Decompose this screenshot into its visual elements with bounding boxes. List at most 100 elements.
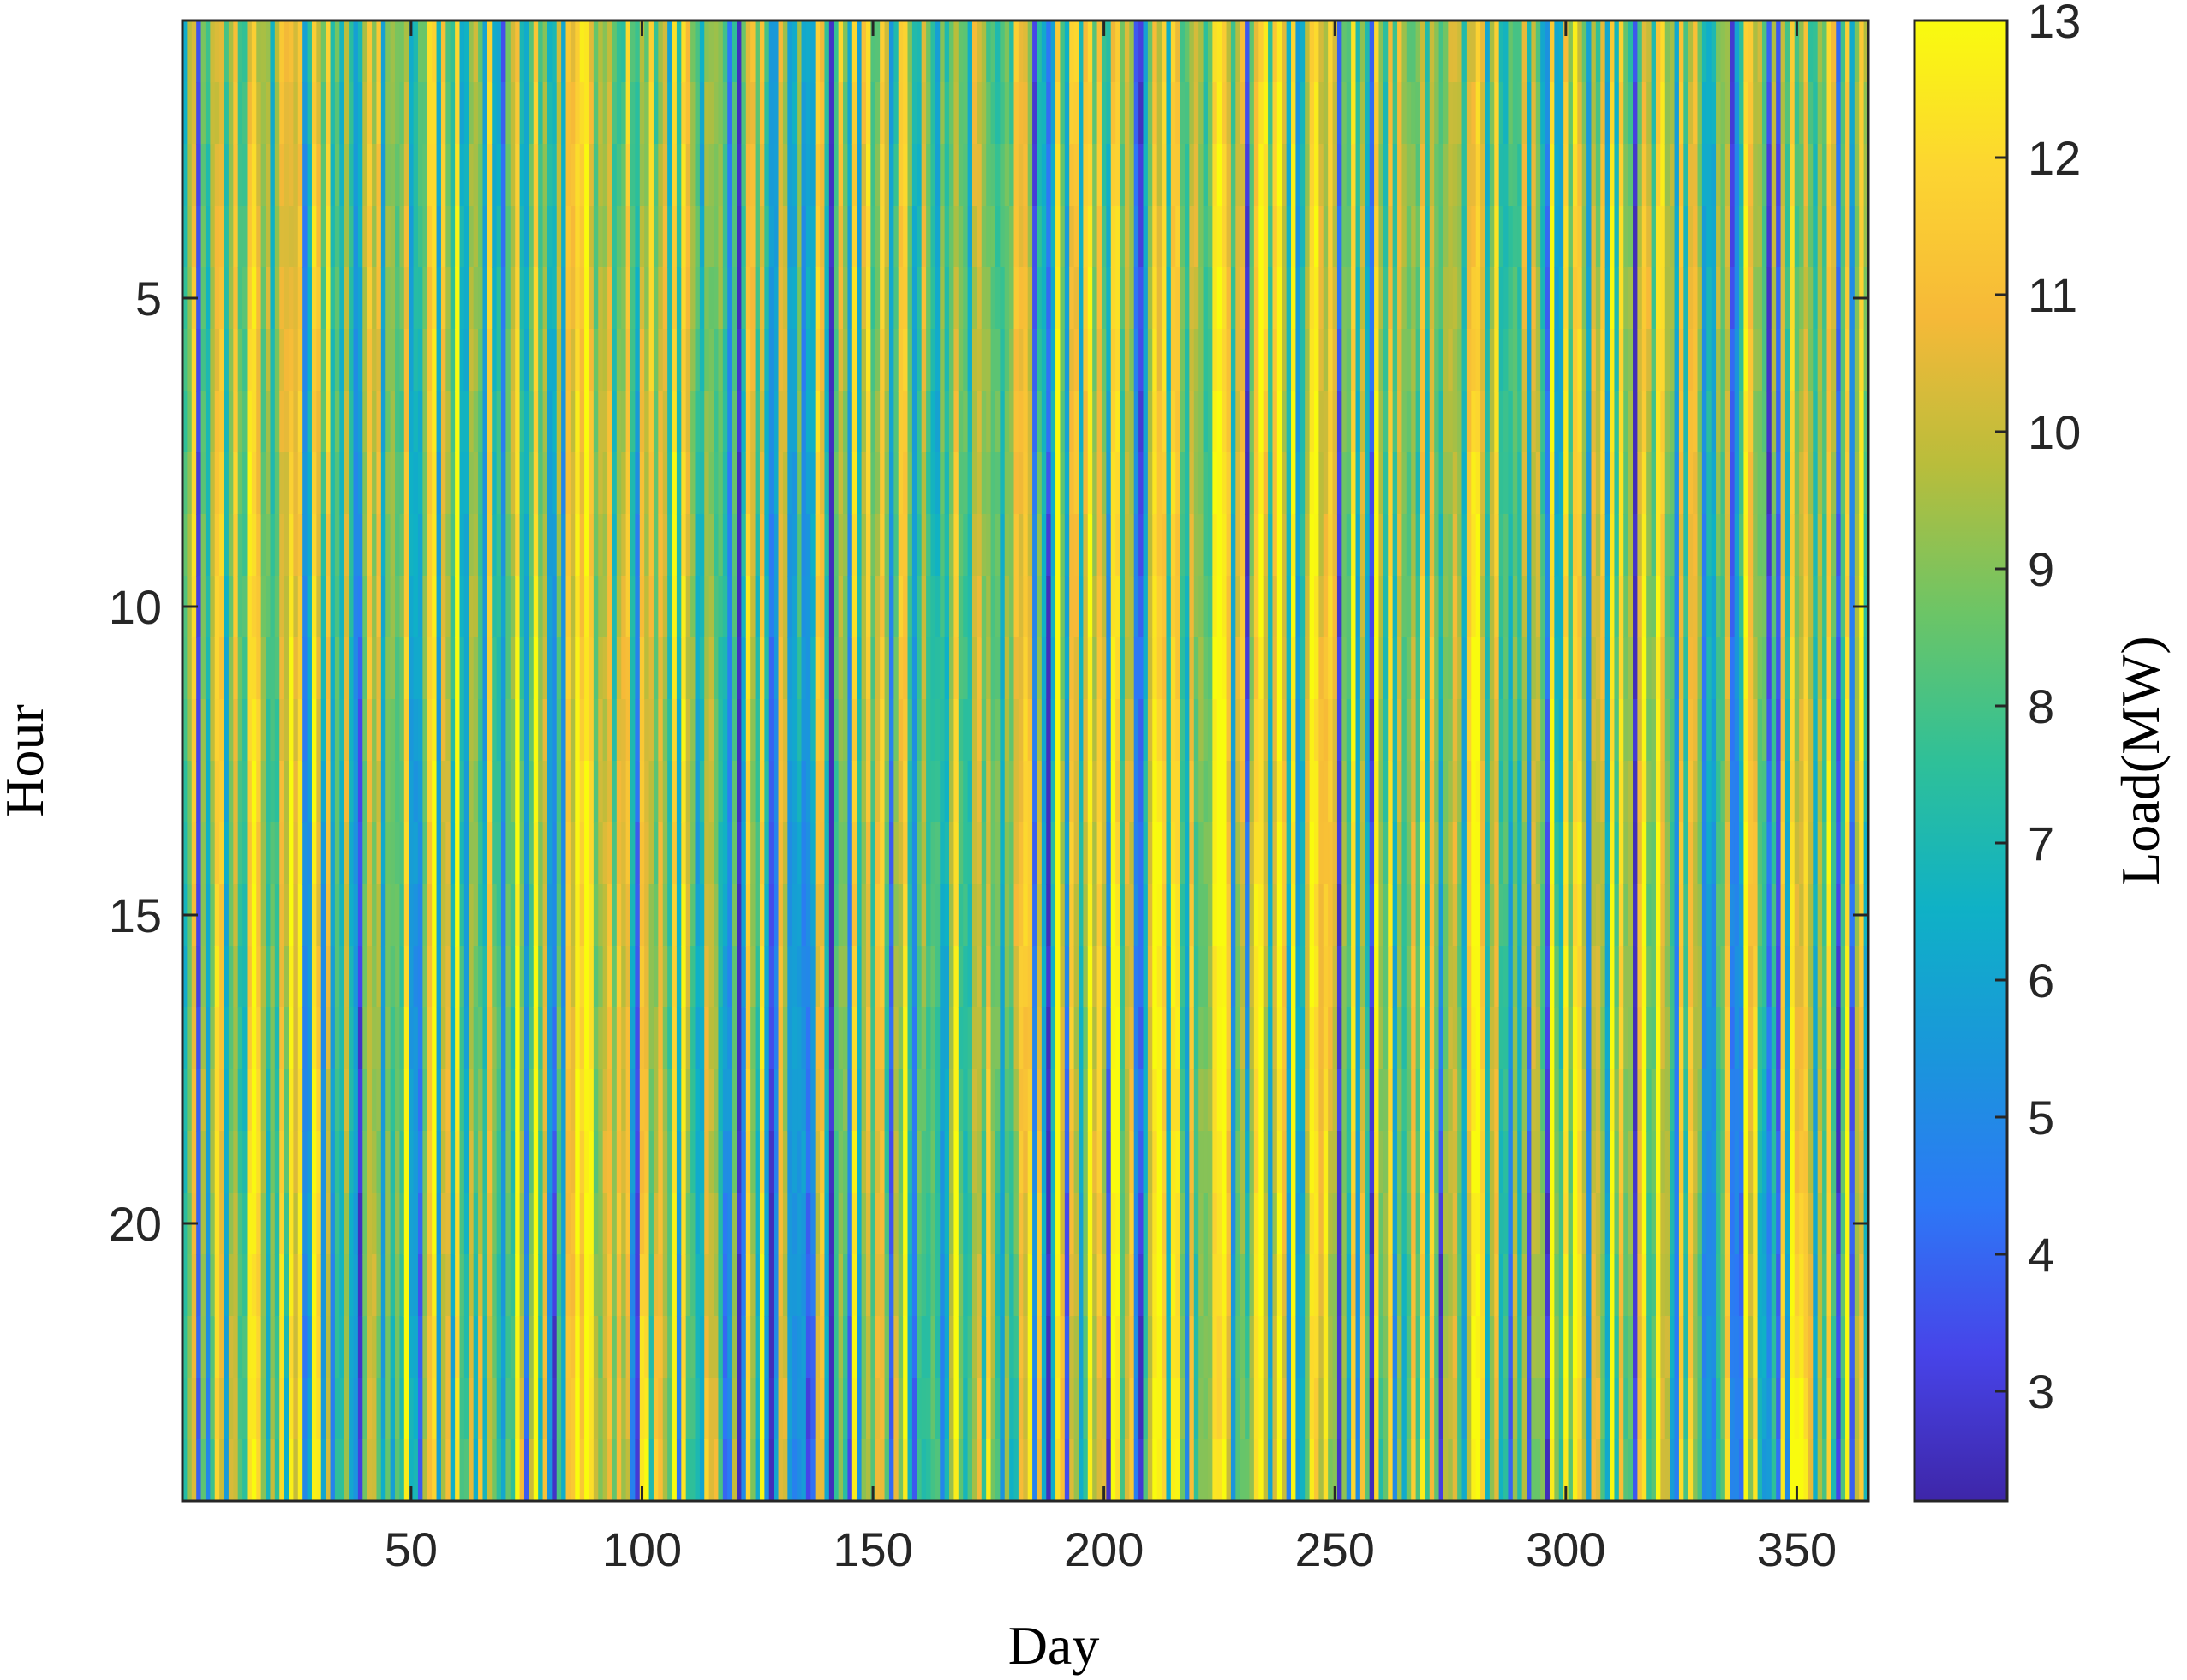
heatmap-cell bbox=[1004, 267, 1010, 330]
heatmap-cell bbox=[297, 1007, 303, 1070]
heatmap-cell bbox=[1032, 884, 1038, 947]
heatmap-cell bbox=[552, 637, 558, 700]
heatmap-cell bbox=[935, 1254, 941, 1317]
heatmap-cell bbox=[529, 144, 535, 206]
heatmap-cell bbox=[187, 1316, 193, 1378]
heatmap-cell bbox=[653, 637, 659, 700]
heatmap-cell bbox=[224, 514, 230, 577]
heatmap-cell bbox=[463, 267, 469, 330]
heatmap-cell bbox=[376, 206, 382, 268]
heatmap-cell bbox=[519, 452, 525, 515]
heatmap-cell bbox=[399, 267, 405, 330]
heatmap-cell bbox=[718, 1193, 724, 1255]
heatmap-cell bbox=[200, 576, 206, 638]
heatmap-cell bbox=[247, 514, 253, 577]
heatmap-cell bbox=[353, 1378, 359, 1440]
heatmap-cell bbox=[593, 206, 599, 268]
heatmap-cell bbox=[797, 1316, 803, 1378]
heatmap-cell bbox=[372, 452, 378, 515]
heatmap-cell bbox=[339, 1316, 345, 1378]
heatmap-cell bbox=[390, 1378, 396, 1440]
heatmap-cell bbox=[403, 206, 409, 268]
heatmap-cell bbox=[774, 637, 780, 700]
heatmap-cell bbox=[911, 576, 917, 638]
heatmap-cell bbox=[805, 329, 811, 392]
heatmap-cell bbox=[903, 21, 909, 83]
heatmap-cell bbox=[256, 1131, 262, 1193]
heatmap-cell bbox=[289, 1007, 294, 1070]
heatmap-cell bbox=[741, 21, 747, 83]
heatmap-cell bbox=[432, 1131, 438, 1193]
heatmap-cell bbox=[778, 206, 784, 268]
heatmap-cell bbox=[616, 637, 622, 700]
heatmap-cell bbox=[413, 452, 419, 515]
heatmap-cell bbox=[1079, 822, 1084, 885]
heatmap-cell bbox=[436, 82, 442, 145]
heatmap-cell bbox=[251, 576, 257, 638]
heatmap-cell bbox=[445, 1378, 451, 1440]
heatmap-cell bbox=[737, 391, 742, 453]
heatmap-cell bbox=[326, 761, 332, 823]
heatmap-cell bbox=[353, 1069, 359, 1132]
heatmap-cell bbox=[1055, 329, 1061, 392]
heatmap-cell bbox=[1129, 206, 1135, 268]
heatmap-cell bbox=[630, 699, 636, 762]
heatmap-cell bbox=[210, 514, 216, 577]
heatmap-cell bbox=[510, 82, 516, 145]
heatmap-cell bbox=[362, 1316, 368, 1378]
heatmap-cell bbox=[865, 1316, 871, 1378]
heatmap-cell bbox=[196, 514, 202, 577]
heatmap-cell bbox=[644, 1131, 650, 1193]
heatmap-cell bbox=[843, 884, 849, 947]
heatmap-cell bbox=[344, 391, 350, 453]
heatmap-cell bbox=[695, 946, 701, 1008]
heatmap-cell bbox=[722, 884, 728, 947]
heatmap-cell bbox=[529, 1316, 535, 1378]
heatmap-cell bbox=[1106, 1007, 1112, 1070]
heatmap-cell bbox=[616, 884, 622, 947]
heatmap-cell bbox=[1041, 452, 1047, 515]
heatmap-cell bbox=[289, 576, 294, 638]
heatmap-cell bbox=[1087, 637, 1093, 700]
heatmap-cell bbox=[260, 761, 266, 823]
heatmap-cell bbox=[888, 21, 894, 83]
heatmap-cell bbox=[279, 391, 285, 453]
heatmap-cell bbox=[260, 1069, 266, 1132]
heatmap-cell bbox=[357, 761, 363, 823]
heatmap-cell bbox=[284, 329, 290, 392]
heatmap-cell bbox=[459, 1007, 465, 1070]
heatmap-cell bbox=[233, 1439, 239, 1501]
heatmap-cell bbox=[237, 1378, 243, 1440]
heatmap-cell bbox=[621, 761, 627, 823]
heatmap-cell bbox=[986, 1378, 992, 1440]
heatmap-cell bbox=[764, 329, 770, 392]
heatmap-cell bbox=[311, 21, 317, 83]
heatmap-cell bbox=[1124, 1193, 1130, 1255]
heatmap-cell bbox=[200, 452, 206, 515]
heatmap-cell bbox=[801, 329, 807, 392]
heatmap-cell bbox=[755, 822, 761, 885]
heatmap-cell bbox=[473, 144, 479, 206]
heatmap-cell bbox=[782, 1378, 788, 1440]
heatmap-cell bbox=[1064, 329, 1070, 392]
heatmap-cell bbox=[963, 822, 969, 885]
heatmap-cell bbox=[1087, 761, 1093, 823]
heatmap-cell bbox=[1120, 267, 1126, 330]
heatmap-cell bbox=[367, 82, 373, 145]
heatmap-cell bbox=[971, 21, 977, 83]
heatmap-cell bbox=[935, 1439, 941, 1501]
heatmap-cell bbox=[214, 576, 220, 638]
heatmap-cell bbox=[851, 452, 857, 515]
heatmap-cell bbox=[380, 1069, 386, 1132]
heatmap-cell bbox=[362, 1193, 368, 1255]
heatmap-cell bbox=[990, 329, 996, 392]
heatmap-cell bbox=[589, 206, 595, 268]
heatmap-cell bbox=[529, 576, 535, 638]
heatmap-cell bbox=[440, 514, 446, 577]
heatmap-cell bbox=[820, 1131, 826, 1193]
heatmap-cell bbox=[432, 884, 438, 947]
heatmap-cell bbox=[708, 1193, 714, 1255]
heatmap-cell bbox=[870, 21, 876, 83]
heatmap-cell bbox=[353, 391, 359, 453]
heatmap-cell bbox=[820, 822, 826, 885]
